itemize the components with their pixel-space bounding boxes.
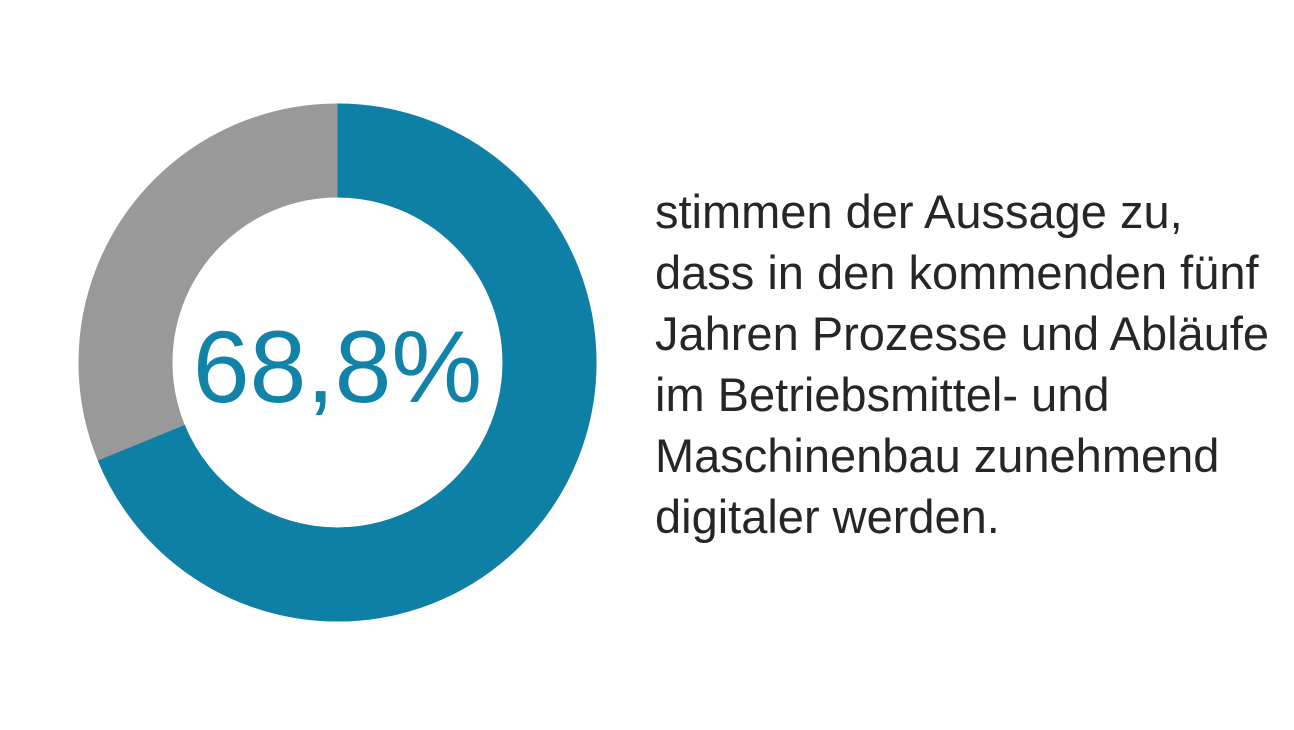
caption-text-block: stimmen der Aussage zu, dass in den komm…	[655, 181, 1269, 547]
donut-chart-svg	[78, 103, 597, 622]
caption-line: Maschinenbau zunehmend	[655, 429, 1220, 482]
caption-line: dass in den kommenden fünf	[655, 246, 1259, 299]
caption-line: Jahren Prozesse und Abläufe	[655, 307, 1270, 360]
donut-chart: 68,8%	[78, 103, 597, 622]
donut-segment-value	[78, 103, 597, 622]
caption-line: stimmen der Aussage zu,	[655, 185, 1183, 238]
caption-line: digitaler werden.	[655, 490, 1000, 543]
caption-line: im Betriebsmittel- und	[655, 368, 1110, 421]
